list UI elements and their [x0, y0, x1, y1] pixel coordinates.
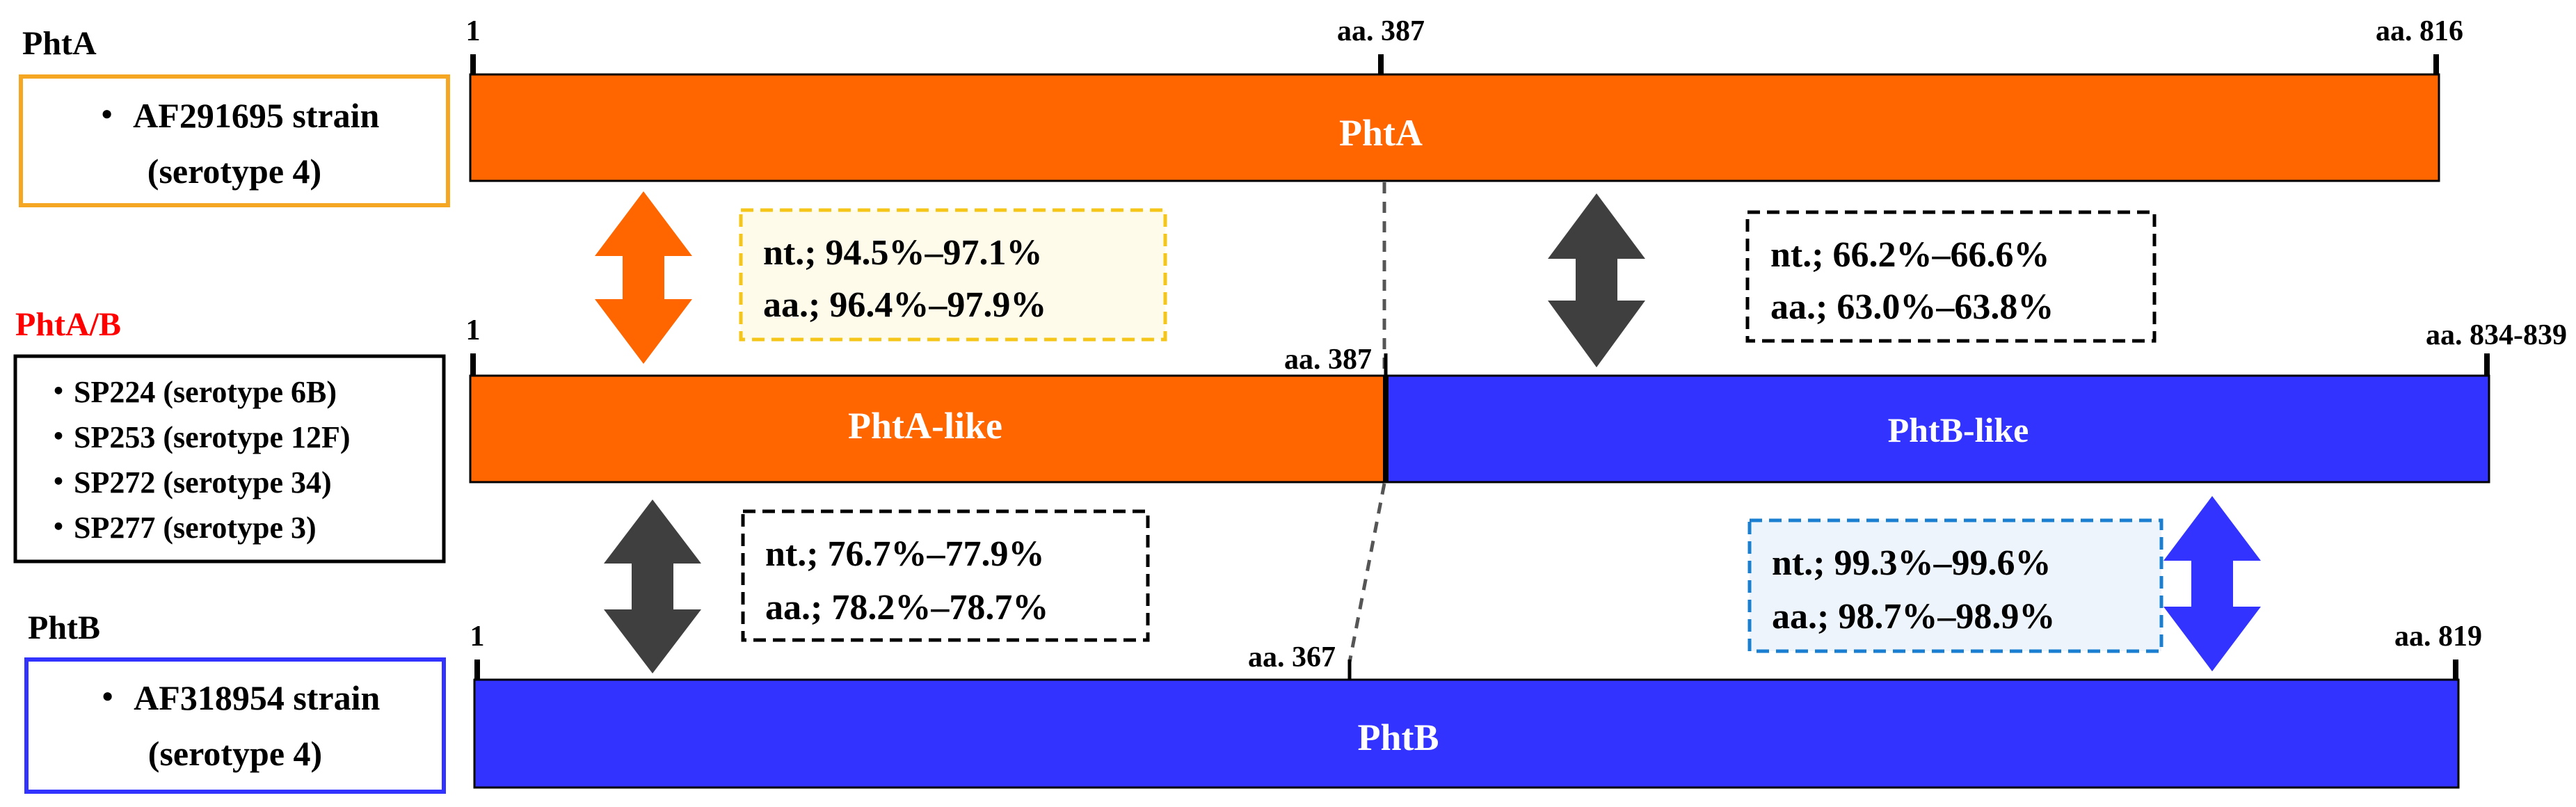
phtAB-strain-line-2: ・SP253 (serotype 12F) — [43, 420, 351, 454]
identity-nt-phtB-like-vs-phtB: nt.; 99.3%–99.6% — [1772, 543, 2051, 583]
phtA-bar-label: PhtA — [1339, 112, 1423, 154]
phtA-group-title: PhtA — [22, 25, 97, 62]
phtB-group-title: PhtB — [28, 609, 100, 646]
phtA-strain-line-2: (serotype 4) — [147, 152, 321, 191]
phtAB-group-title: PhtA/B — [15, 306, 121, 343]
identity-box-phtB-like-vs-phtB — [1747, 518, 2163, 653]
phtB-bar-label: PhtB — [1357, 717, 1439, 758]
phtAB-segment-label-phtB-like: PhtB-like — [1888, 410, 2029, 449]
phtAB-strain-line-3: ・SP272 (serotype 34) — [43, 465, 332, 500]
double-arrow-blue-icon — [2163, 496, 2261, 671]
identity-aa-phtA-like-vs-phtB: aa.; 78.2%–78.7% — [765, 588, 1048, 628]
identity-aa-phtA-vs-phtB-like: aa.; 63.0%–63.8% — [1770, 287, 2054, 327]
phtB-strain-line-2: (serotype 4) — [148, 734, 322, 773]
double-arrow-orange-icon — [595, 191, 692, 364]
split-connector-lower — [1347, 483, 1386, 663]
identity-aa-phtA-vs-phtA-like: aa.; 96.4%–97.9% — [763, 285, 1046, 325]
phtAB-segment-label-phtA-like: PhtA-like — [848, 405, 1002, 447]
phtB-start-label: 1 — [470, 621, 485, 653]
phtAB-end-label: aa. 834-839 — [2426, 319, 2567, 351]
identity-nt-phtA-like-vs-phtB: nt.; 76.7%–77.9% — [765, 534, 1045, 574]
phtB-mid-label: aa. 367 — [1248, 641, 1336, 673]
phtB-bar — [473, 678, 2460, 789]
phtAB-strain-line-1: ・SP224 (serotype 6B) — [43, 375, 337, 409]
double-arrow-dark-icon — [1548, 193, 1645, 367]
phtA-start-label: 1 — [466, 15, 481, 47]
phtB-end-label: aa. 819 — [2394, 621, 2482, 653]
phtA-strain-box — [19, 74, 450, 207]
phtB-strain-box — [24, 657, 446, 794]
identity-nt-phtA-vs-phtA-like: nt.; 94.5%–97.1% — [763, 233, 1043, 273]
phtAB-mid-label: aa. 387 — [1284, 344, 1372, 376]
phtA-end-label: aa. 816 — [2376, 15, 2463, 47]
phtB-strain-line-1: ・ AF318954 strain — [90, 678, 381, 717]
phtA-strain-line-1: ・ AF291695 strain — [90, 96, 380, 135]
identity-box-phtA-like-vs-phtB — [741, 509, 1150, 642]
identity-box-phtA-vs-phtA-like — [739, 208, 1167, 342]
phtAB-segment-phtB-like — [1384, 374, 2490, 484]
phtAB-start-label: 1 — [466, 314, 481, 346]
identity-box-phtA-vs-phtB-like — [1745, 210, 2157, 343]
double-arrow-dark-icon — [604, 500, 701, 673]
identity-nt-phtA-vs-phtB-like: nt.; 66.2%–66.6% — [1770, 235, 2050, 275]
phtA-bar — [469, 73, 2440, 182]
identity-aa-phtB-like-vs-phtB: aa.; 98.7%–98.9% — [1772, 597, 2055, 637]
phtAB-strain-box — [13, 354, 446, 564]
phtA-mid-label: aa. 387 — [1337, 15, 1425, 47]
phtAB-strain-line-4: ・SP277 (serotype 3) — [43, 511, 317, 545]
phtAB-segment-phtA-like — [469, 374, 1387, 484]
